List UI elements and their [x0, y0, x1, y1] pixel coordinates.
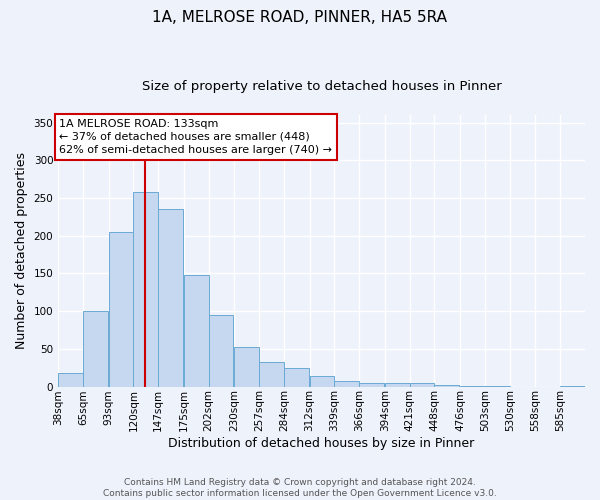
Bar	[83, 311, 108, 386]
Bar	[209, 315, 233, 386]
Bar	[58, 373, 83, 386]
Bar	[334, 382, 359, 386]
Text: 1A, MELROSE ROAD, PINNER, HA5 5RA: 1A, MELROSE ROAD, PINNER, HA5 5RA	[152, 10, 448, 25]
Bar	[158, 210, 183, 386]
X-axis label: Distribution of detached houses by size in Pinner: Distribution of detached houses by size …	[169, 437, 475, 450]
Title: Size of property relative to detached houses in Pinner: Size of property relative to detached ho…	[142, 80, 502, 93]
Text: 1A MELROSE ROAD: 133sqm
← 37% of detached houses are smaller (448)
62% of semi-d: 1A MELROSE ROAD: 133sqm ← 37% of detache…	[59, 119, 332, 155]
Bar	[385, 383, 410, 386]
Bar	[133, 192, 158, 386]
Text: Contains HM Land Registry data © Crown copyright and database right 2024.
Contai: Contains HM Land Registry data © Crown c…	[103, 478, 497, 498]
Bar	[434, 385, 459, 386]
Bar	[410, 383, 434, 386]
Bar	[310, 376, 334, 386]
Bar	[259, 362, 284, 386]
Bar	[109, 232, 133, 386]
Y-axis label: Number of detached properties: Number of detached properties	[15, 152, 28, 350]
Bar	[235, 348, 259, 387]
Bar	[284, 368, 309, 386]
Bar	[184, 275, 209, 386]
Bar	[359, 383, 384, 386]
